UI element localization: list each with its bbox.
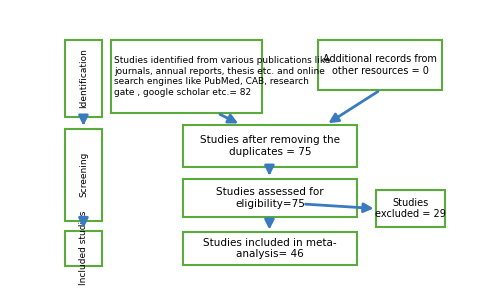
Bar xyxy=(65,231,102,265)
Bar xyxy=(318,40,442,90)
Bar xyxy=(182,125,357,167)
Text: Additional records from
other resources = 0: Additional records from other resources … xyxy=(324,54,437,76)
Bar xyxy=(65,129,102,221)
Bar xyxy=(110,40,262,113)
Text: Studies included in meta-
analysis= 46: Studies included in meta- analysis= 46 xyxy=(203,238,336,259)
Bar xyxy=(65,40,102,117)
Text: Studies after removing the
duplicates = 75: Studies after removing the duplicates = … xyxy=(200,135,340,157)
Bar xyxy=(182,232,357,265)
Text: Screening: Screening xyxy=(79,152,88,197)
Text: Included studies: Included studies xyxy=(79,211,88,285)
Text: Identification: Identification xyxy=(79,48,88,108)
Text: Studies identified from various publications like
journals, annual reports, thes: Studies identified from various publicat… xyxy=(114,57,331,97)
Bar xyxy=(376,190,444,227)
Bar xyxy=(182,178,357,217)
Text: Studies
excluded = 29: Studies excluded = 29 xyxy=(375,198,446,219)
Text: Studies assessed for
eligibility=75: Studies assessed for eligibility=75 xyxy=(216,187,324,209)
